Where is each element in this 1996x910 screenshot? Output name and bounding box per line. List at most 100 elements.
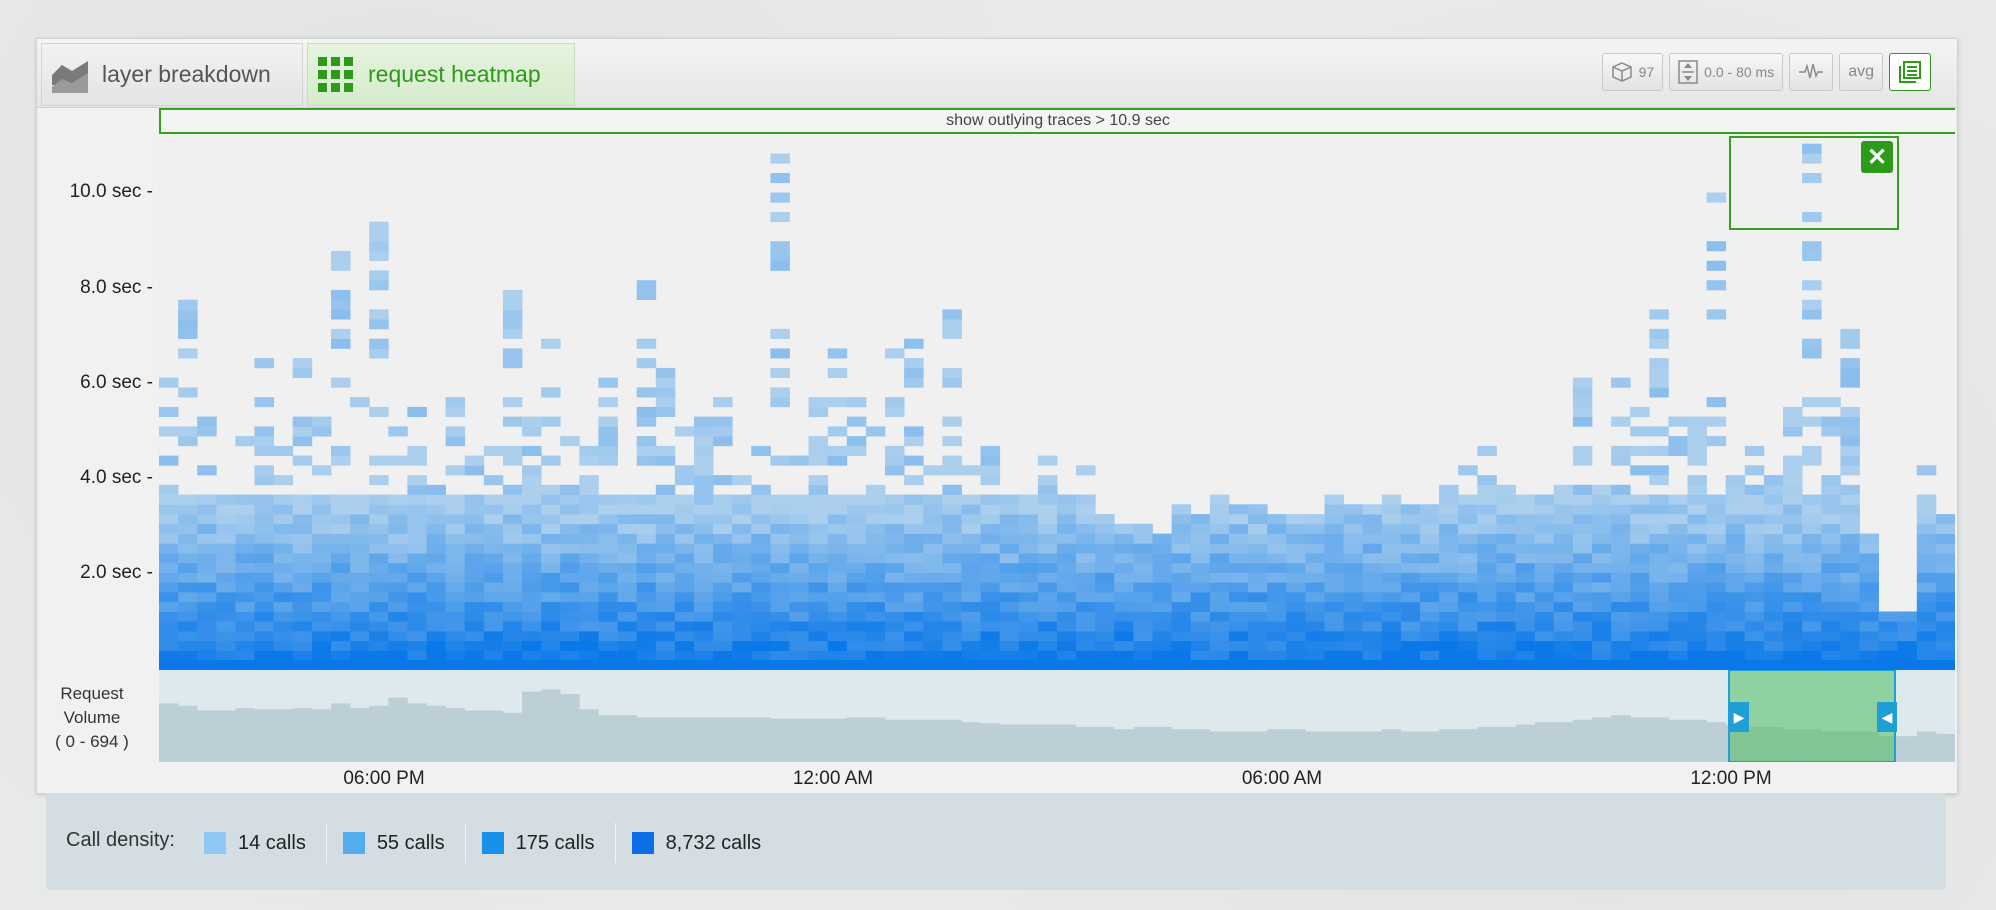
heatmap-cell — [1477, 514, 1497, 525]
heatmap-cell — [1076, 504, 1096, 515]
heatmap-cell — [1763, 572, 1784, 583]
layer-chart-icon — [52, 60, 88, 93]
heatmap-cell — [1133, 523, 1153, 534]
heatmap-cell — [1496, 514, 1516, 525]
volume-bar — [1171, 729, 1191, 762]
heatmap-cell — [1229, 640, 1249, 651]
heatmap-cell — [522, 494, 542, 505]
heatmap-cell — [1324, 631, 1344, 642]
volume-bar — [980, 723, 1000, 762]
close-selection-button[interactable]: ✕ — [1861, 141, 1893, 173]
heatmap-cell — [445, 611, 466, 622]
heatmap-cell — [1305, 611, 1325, 622]
heatmap-cell — [502, 328, 523, 339]
heatmap-cell — [502, 289, 523, 300]
heatmap-cell — [1324, 562, 1344, 573]
heatmap-cell — [1687, 533, 1707, 544]
heatmap-cell — [865, 523, 886, 534]
heatmap-cell — [1572, 533, 1593, 544]
heatmap-cell — [522, 465, 542, 476]
heatmap-cell — [407, 406, 427, 417]
request-volume-chart[interactable] — [159, 670, 1955, 762]
heatmap-cell — [216, 533, 236, 544]
heatmap-cell — [1802, 553, 1822, 564]
heatmap-cell — [904, 572, 924, 583]
heatmap-cell — [331, 543, 351, 554]
heatmap-cell — [273, 445, 294, 456]
heatmap-cell — [1916, 504, 1937, 515]
heatmap-cell — [197, 601, 217, 612]
heatmap-cell — [1324, 621, 1344, 632]
heatmap-cell — [1534, 640, 1555, 651]
heatmap-cell — [1744, 514, 1765, 525]
heatmap-cell — [1152, 592, 1172, 603]
heatmap-cell — [1324, 640, 1344, 651]
heatmap-cell — [694, 533, 714, 544]
heatmap-cell — [999, 631, 1020, 642]
heatmap-cell — [1095, 601, 1115, 612]
heatmap-cell — [1821, 504, 1841, 515]
heatmap-cell — [1783, 592, 1803, 603]
heatmap-cell — [1209, 650, 1230, 661]
heatmap-cell — [1802, 504, 1822, 515]
tab-request-heatmap[interactable]: request heatmap — [307, 43, 575, 106]
traces-count-button[interactable]: 97 — [1601, 53, 1664, 91]
heatmap-cell — [1286, 650, 1306, 661]
heatmap-cell — [1802, 250, 1822, 261]
heatmap-cell — [1802, 348, 1822, 359]
heatmap-cell — [1286, 553, 1306, 564]
heatmap-cell — [464, 543, 485, 554]
heatmap-legend-button[interactable] — [1889, 53, 1931, 91]
heatmap-cell — [598, 377, 618, 388]
heatmap-cell — [789, 455, 809, 466]
heatmap-cell — [1496, 592, 1516, 603]
heatmap-cell — [1190, 640, 1211, 651]
heatmap-cell — [1420, 562, 1440, 573]
heatmap-cell — [1209, 562, 1230, 573]
selection-left-handle[interactable]: ▶ — [1729, 702, 1749, 732]
heatmap-cell — [1592, 562, 1612, 573]
heatmap-cell — [961, 543, 981, 554]
heatmap-cell — [751, 601, 771, 612]
heatmap-cell — [350, 397, 370, 408]
heatmap-cell — [464, 611, 485, 622]
heatmap-cell — [770, 640, 790, 651]
avg-button[interactable]: avg — [1839, 53, 1883, 91]
heatmap-cell — [1859, 533, 1879, 544]
volume-bar — [846, 717, 867, 762]
selection-right-handle[interactable]: ◀ — [1877, 702, 1897, 732]
heatmap-cell — [369, 601, 389, 612]
heatmap-cell — [1649, 640, 1669, 651]
heatmap-cell — [292, 572, 313, 583]
heatmap-cell — [865, 543, 886, 554]
waveform-button[interactable] — [1789, 53, 1834, 91]
heatmap-cell — [1420, 543, 1440, 554]
heatmap-cell — [1477, 562, 1497, 573]
heatmap-cell — [331, 328, 351, 339]
heatmap-cell — [1458, 553, 1478, 564]
show-outlying-traces-bar[interactable]: show outlying traces > 10.9 sec — [159, 108, 1955, 134]
heatmap-cell — [636, 436, 657, 447]
heatmap-cell — [1152, 553, 1172, 564]
heatmap-cell — [865, 494, 886, 505]
heatmap-cell — [1763, 475, 1784, 486]
heatmap-cell — [369, 514, 389, 525]
heatmap-cell — [598, 455, 618, 466]
heatmap-cell — [1649, 377, 1669, 388]
heatmap-chart[interactable] — [159, 134, 1955, 670]
tab-layer-breakdown[interactable]: layer breakdown — [41, 43, 303, 106]
outlier-selection-box[interactable] — [1729, 136, 1899, 230]
heatmap-cell — [1400, 572, 1421, 583]
heatmap-cell — [483, 640, 504, 651]
heatmap-cell — [713, 640, 733, 651]
heatmap-baseline-row — [159, 660, 1955, 670]
heatmap-cell — [942, 309, 962, 320]
heatmap-cell — [923, 465, 943, 476]
range-button[interactable]: 0.0 - 80 ms — [1669, 53, 1784, 91]
heatmap-cell — [1381, 494, 1402, 505]
heatmap-cell — [464, 621, 485, 632]
heatmap-cell — [1381, 631, 1402, 642]
heatmap-cell — [923, 611, 943, 622]
heatmap-cell — [1057, 631, 1077, 642]
heatmap-cell — [674, 562, 695, 573]
